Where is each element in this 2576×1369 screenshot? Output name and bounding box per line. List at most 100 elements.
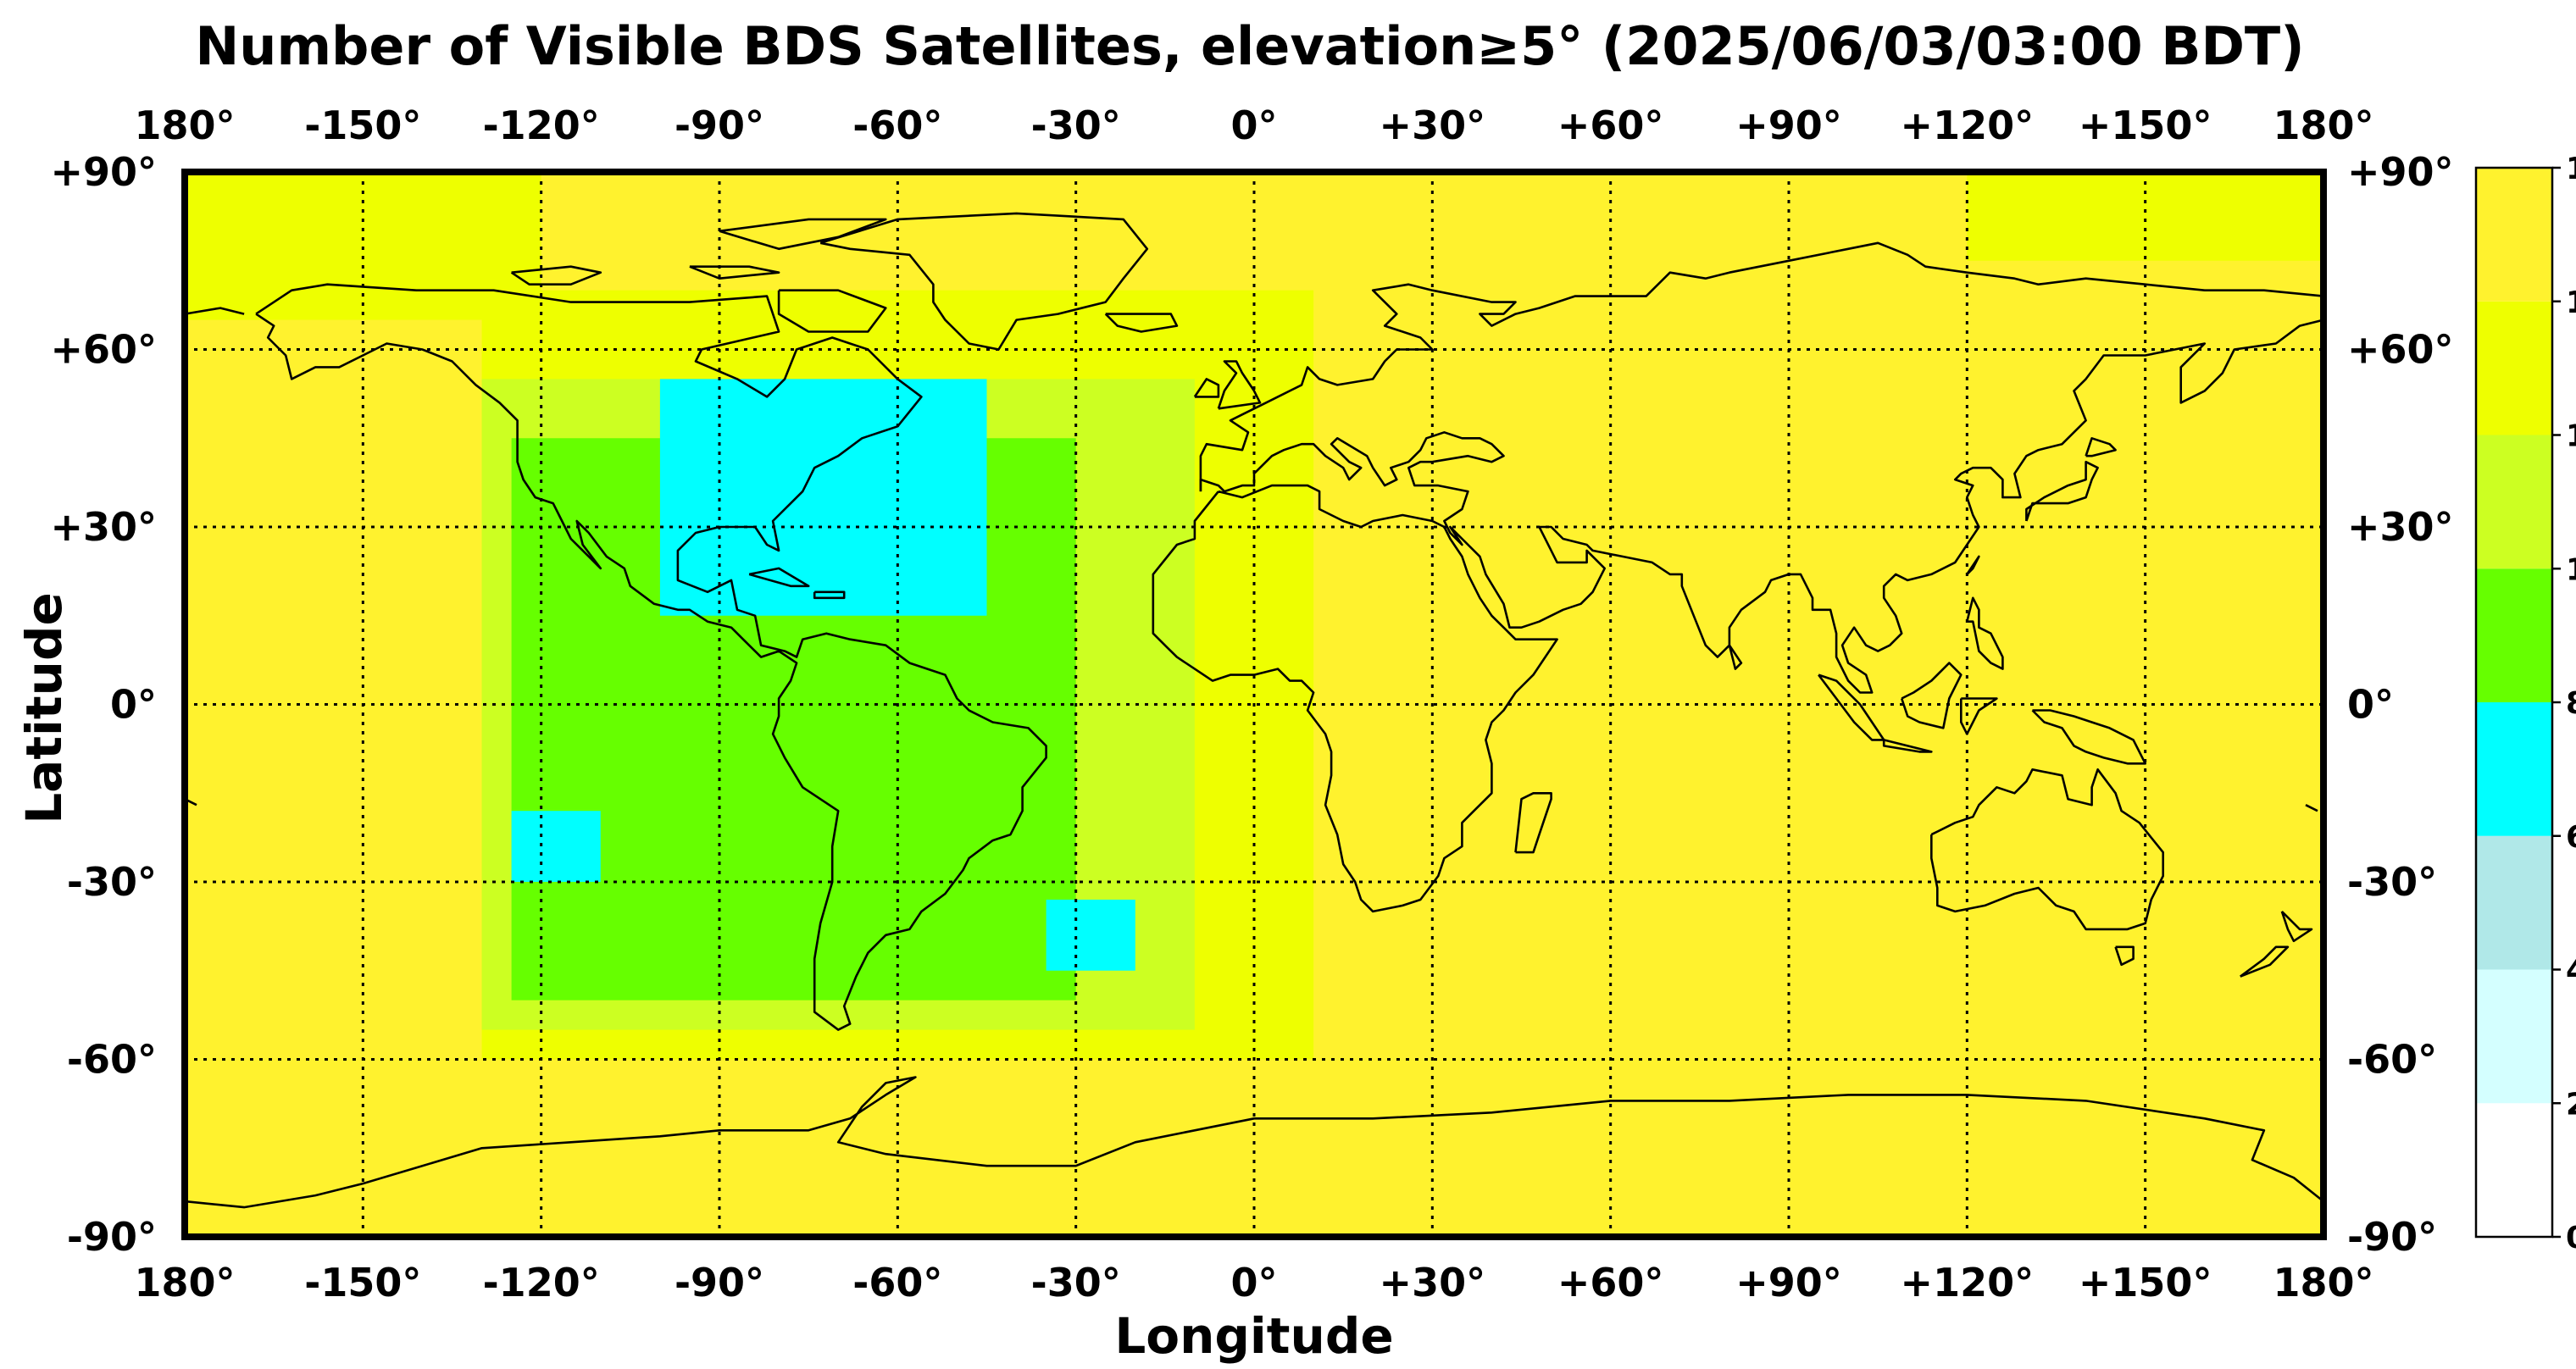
colorbar-bin-7 [2476, 168, 2552, 302]
coastline-3 [689, 265, 780, 280]
coastline-8 [184, 307, 245, 315]
coastline-5 [777, 289, 887, 333]
lon-tick-label-bottom: +120° [1901, 1260, 2035, 1305]
chart-title: Number of Visible BDS Satellites, elevat… [195, 15, 2304, 77]
count-region-7 [511, 811, 601, 882]
lon-tick-label-top: 180° [134, 103, 235, 148]
coastline-2 [510, 265, 602, 285]
coastline-27 [1193, 378, 1220, 398]
lon-tick-label-top: +60° [1557, 103, 1664, 148]
coastline-18 [1900, 662, 1963, 729]
coastline-19 [1960, 697, 1998, 735]
coastline-24 [1966, 596, 2004, 670]
lat-ticks-right: +90° +60° +30° 0° -30° -60° -90° [2347, 149, 2454, 1260]
lon-tick-label-bottom: -150° [304, 1260, 421, 1305]
coastline-30 [184, 1076, 2324, 1209]
lon-tick-label-bottom: 180° [134, 1260, 235, 1305]
lon-tick-label-bottom: +60° [1557, 1260, 1664, 1305]
colorbar-bin-1 [2476, 969, 2552, 1104]
coastline-25 [1728, 644, 1743, 670]
coastline-14 [2240, 945, 2290, 978]
lon-tick-label-bottom: -30° [1031, 1260, 1121, 1305]
lat-tick-label-right: -60° [2347, 1037, 2437, 1083]
colorbar-tick-label: 4 [2566, 954, 2576, 989]
lon-tick-label-top: 180° [2273, 103, 2373, 148]
lat-tick-label-left: -30° [67, 859, 157, 905]
coastline-6 [1104, 313, 1179, 333]
coastline-29 [813, 590, 846, 600]
coastline-13 [2114, 945, 2135, 967]
lon-tick-label-top: -120° [483, 103, 600, 148]
colorbar-bin-5 [2476, 435, 2552, 569]
coastline-15 [2280, 910, 2313, 943]
coastline-1 [819, 212, 1149, 351]
colorbar-tick-label: 2 [2566, 1087, 2576, 1122]
y-axis-label: Latitude [15, 592, 73, 824]
lat-tick-label-right: +60° [2347, 327, 2454, 373]
coastline-10 [1152, 484, 1558, 913]
lat-tick-label-right: +90° [2347, 149, 2454, 195]
coastline-9 [1199, 319, 2324, 694]
coastline-21 [2025, 460, 2099, 522]
count-region-2 [1967, 172, 2323, 261]
lat-tick-label-left: -60° [67, 1037, 157, 1083]
colorbar-tick-label: 10 [2566, 552, 2576, 587]
map-frame [181, 169, 2327, 1240]
lat-tick-label-right: +30° [2347, 504, 2454, 550]
lon-tick-label-top: -30° [1031, 103, 1121, 148]
lat-tick-label-right: 0° [2347, 682, 2394, 728]
lon-tick-label-bottom: +90° [1735, 1260, 1842, 1305]
colorbar-bin-2 [2476, 835, 2552, 970]
lon-tick-label-top: 0° [1230, 103, 1277, 148]
colorbar-tick-label: 0 [2566, 1221, 2576, 1255]
colorbar-bin-4 [2476, 568, 2552, 702]
colorbar-tick-label: 12 [2566, 419, 2576, 454]
lon-tick-label-bottom: -90° [675, 1260, 764, 1305]
lat-tick-label-left: +90° [50, 149, 157, 195]
colorbar-tick-label: 16 [2566, 152, 2576, 186]
coastline-28 [748, 567, 810, 588]
lat-tick-label-left: +60° [50, 327, 157, 373]
colorbar-bin-3 [2476, 702, 2552, 836]
coastline-22 [2085, 437, 2117, 457]
lon-tick-label-top: -150° [304, 103, 421, 148]
coastline-4 [719, 218, 887, 251]
colorbar-ticks: 16 14 12 10 8 6 4 2 0 [2552, 152, 2576, 1255]
lon-tick-label-bottom: +30° [1380, 1260, 1486, 1305]
colorbar-tick-label: 8 [2566, 686, 2576, 721]
lon-tick-label-bottom: +150° [2079, 1260, 2212, 1305]
coastline-7 [1199, 241, 2324, 492]
colorbar-bin-6 [2476, 301, 2552, 435]
graticule [185, 172, 2323, 1237]
lat-tick-label-left: 0° [110, 682, 157, 728]
lat-ticks-left: +90° +60° +30° 0° -30° -60° -90° [50, 149, 157, 1260]
coastline-26 [1217, 360, 1262, 410]
lon-tick-label-top: +30° [1380, 103, 1486, 148]
count-region-8 [1046, 899, 1135, 971]
lat-tick-label-right: -90° [2347, 1214, 2437, 1260]
coastline-0 [255, 283, 1047, 1031]
coastlines [184, 212, 2324, 1209]
lat-tick-label-left: -90° [67, 1214, 157, 1260]
lon-tick-label-top: -60° [852, 103, 942, 148]
colorbar [2474, 166, 2554, 1239]
coastline-17 [1882, 739, 1933, 753]
lon-ticks-bottom: 180° -150° -120° -90° -60° -30° 0° +30° +60° +90°… [134, 1260, 2373, 1305]
lon-tick-label-bottom: -120° [483, 1260, 600, 1305]
coastline-32 [2305, 804, 2318, 812]
coastline-23 [1966, 555, 1980, 575]
lon-tick-label-top: +120° [1901, 103, 2035, 148]
coastline-12 [1930, 768, 2164, 931]
coastline-11 [1514, 792, 1552, 854]
lon-tick-label-bottom: -60° [852, 1260, 942, 1305]
colorbar-tick-label: 14 [2566, 285, 2576, 320]
lat-tick-label-right: -30° [2347, 859, 2437, 905]
count-region-6 [659, 379, 987, 616]
lon-tick-label-bottom: 0° [1230, 1260, 1277, 1305]
lat-tick-label-left: +30° [50, 504, 157, 550]
lon-tick-label-top: -90° [675, 103, 764, 148]
lon-ticks-top: 180° -150° -120° -90° -60° -30° 0° +30° +60° +90°… [134, 103, 2373, 148]
lon-tick-label-top: +150° [2079, 103, 2212, 148]
